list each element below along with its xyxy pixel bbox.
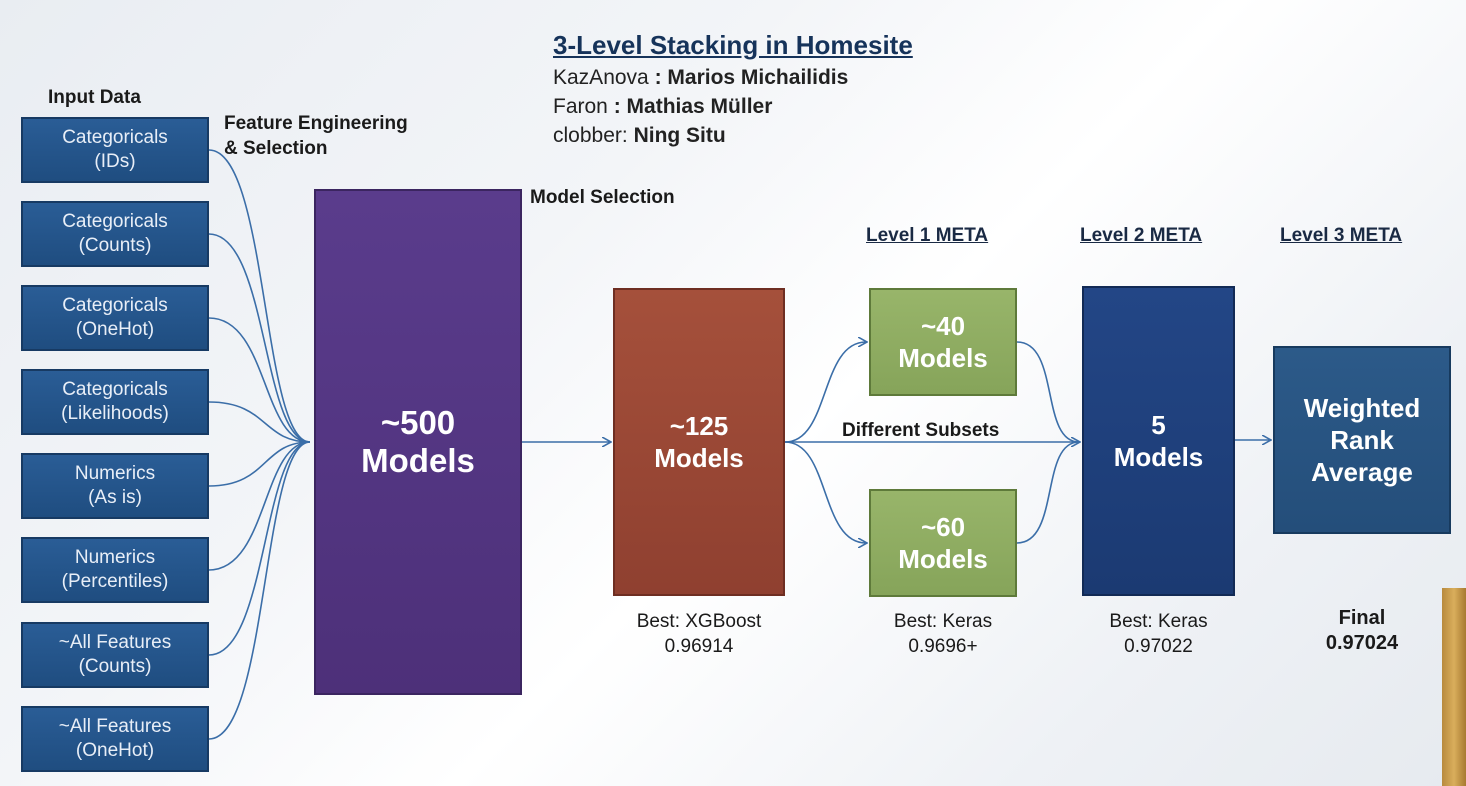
different-subsets-label: Different Subsets [842,420,1000,441]
model-count: ~40 [920,311,966,341]
credit-line-3: clobber: Ning Situ [553,124,726,148]
credit-line-2: Faron : Mathias Müller [553,95,772,119]
curve-60-to-5 [1016,441,1080,544]
input-box-categoricals-counts: Categoricals (Counts) [21,201,209,267]
level-2-meta-heading: Level 2 META [1080,225,1203,246]
input-connector [208,441,311,740]
model-count: ~125 [669,411,729,441]
weighted-line-3: Average [1311,457,1413,487]
input-box-subtitle: (As is) [88,487,142,508]
input-box-categoricals-ids: Categoricals (IDs) [21,117,209,183]
input-box-subtitle: (IDs) [94,151,136,172]
models-125-box: ~125 Models [613,288,785,596]
level-1-meta-heading: Level 1 META [866,225,989,246]
input-connector [208,441,311,571]
input-box-title: Numerics [74,547,156,568]
credit-sep: : [621,124,634,147]
input-connector [208,317,311,443]
input-connector [208,233,311,443]
score-value: 0.9696+ [908,636,978,657]
input-box-categoricals-likelihoods: Categoricals (Likelihoods) [21,369,209,435]
model-selection-label: Model Selection [530,187,675,208]
score-level-2: Best: Keras 0.97022 [1072,609,1245,659]
weighted-line-1: Weighted [1303,393,1421,423]
input-connector [208,441,311,487]
model-label: Models [361,442,475,479]
weighted-rank-average-box: Weighted Rank Average [1273,346,1451,534]
credit-handle: Faron [553,95,608,118]
input-box-numerics-percentiles: Numerics (Percentiles) [21,537,209,603]
model-label: Models [898,544,988,574]
score-label: Best: Keras [1109,611,1208,632]
models-500-box: ~500 Models [314,189,522,695]
models-5-box: 5 Models [1082,286,1235,596]
input-box-categoricals-onehot: Categoricals (OneHot) [21,285,209,351]
input-box-numerics-as-is: Numerics (As is) [21,453,209,519]
score-level-0: Best: XGBoost 0.96914 [613,609,785,659]
model-count: ~60 [920,512,966,542]
input-box-all-features-counts: ~All Features (Counts) [21,622,209,688]
model-label: Models [654,443,744,473]
model-count: ~500 [380,404,456,441]
arrow-125-to-40 [784,342,866,443]
input-box-title: Categoricals [62,127,168,148]
score-level-1: Best: Keras 0.9696+ [859,609,1027,659]
arrow-125-to-60 [784,441,866,543]
diagram-title: 3-Level Stacking in Homesite [553,30,913,60]
input-box-title: Categoricals [62,211,168,232]
score-label: Best: Keras [893,611,993,632]
input-box-title: Categoricals [62,295,168,316]
score-final: Final 0.97024 [1273,606,1451,656]
input-connector [208,401,311,443]
input-box-title: Categoricals [62,379,168,400]
credit-name: Mathias Müller [626,95,773,118]
weighted-line-2: Rank [1330,425,1394,455]
input-box-subtitle: (OneHot) [75,740,155,761]
score-label: Final [1338,607,1386,629]
model-label: Models [898,343,988,373]
score-value: 0.97022 [1124,636,1193,657]
credit-sep: : [648,66,668,89]
model-count: 5 [1151,410,1166,440]
credit-handle: KazAnova [553,66,649,89]
models-60-box: ~60 Models [869,489,1017,597]
score-value: 0.97024 [1325,632,1399,654]
input-box-subtitle: (Counts) [78,656,152,677]
curve-40-to-5 [1016,341,1080,443]
input-box-subtitle: (OneHot) [75,319,155,340]
feature-engineering-label: Feature Engineering [224,113,408,134]
input-box-title: Numerics [74,463,156,484]
input-connector [208,441,311,656]
model-label: Models [1113,442,1204,472]
score-value: 0.96914 [664,636,734,657]
models-40-box: ~40 Models [869,288,1017,396]
input-box-subtitle: (Likelihoods) [61,403,169,424]
credit-line-1: KazAnova : Marios Michailidis [553,66,848,90]
input-box-subtitle: (Percentiles) [61,571,169,592]
level-3-meta-heading: Level 3 META [1280,225,1403,246]
input-connector [208,149,311,443]
credit-name: Marios Michailidis [667,66,849,89]
credit-sep: : [607,95,627,118]
input-data-label: Input Data [48,87,141,108]
selection-label: & Selection [224,138,328,159]
input-box-title: ~All Features [58,632,172,653]
input-box-subtitle: (Counts) [78,235,152,256]
wooden-edge-decoration [1442,588,1466,786]
input-box-all-features-onehot: ~All Features (OneHot) [21,706,209,772]
credit-handle: clobber [553,124,622,147]
credit-name: Ning Situ [633,124,726,147]
score-label: Best: XGBoost [636,611,762,632]
input-box-title: ~All Features [58,716,172,737]
